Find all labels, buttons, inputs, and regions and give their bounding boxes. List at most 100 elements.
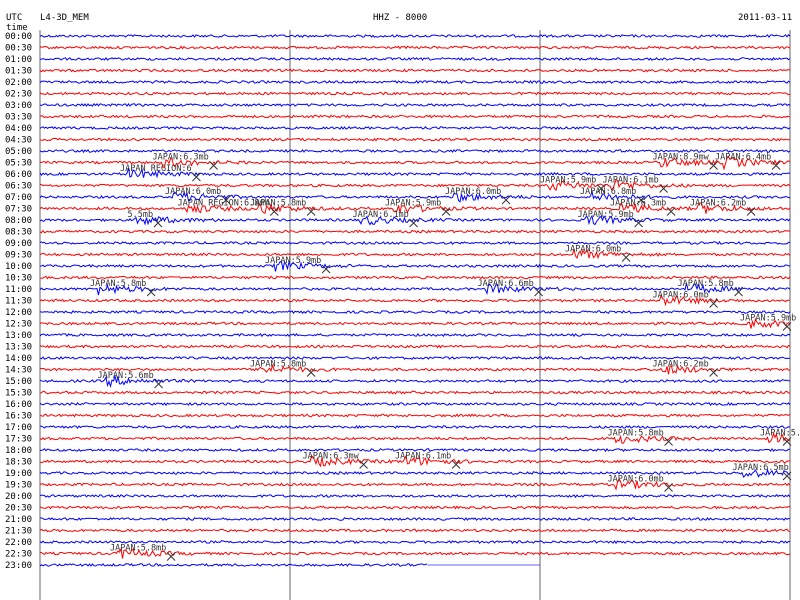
seismic-trace xyxy=(39,68,791,73)
event-marker xyxy=(666,207,676,216)
event-marker xyxy=(441,207,451,216)
event-marker xyxy=(782,471,792,481)
seismic-trace xyxy=(39,494,791,499)
record-date: 2011-03-11 xyxy=(738,13,793,23)
seismic-trace xyxy=(39,431,790,444)
seismic-trace xyxy=(39,260,791,272)
seismic-trace xyxy=(39,79,791,85)
seismic-trace xyxy=(39,179,791,192)
time-tick-label: 01:30 xyxy=(5,67,32,77)
time-tick-label: 03:00 xyxy=(5,101,32,111)
seismic-trace xyxy=(39,56,791,62)
time-tick-label: 14:30 xyxy=(5,366,32,376)
seismic-trace xyxy=(39,539,791,545)
event-marker xyxy=(782,437,792,446)
time-label: time xyxy=(6,23,28,33)
event-marker xyxy=(146,287,156,297)
event-marker xyxy=(359,460,368,469)
event-label: JAPAN:6.8mb xyxy=(580,187,636,197)
time-tick-label: 19:30 xyxy=(5,481,32,491)
seismic-trace xyxy=(39,155,791,171)
event-marker xyxy=(596,184,606,193)
time-tick-label: 13:30 xyxy=(5,343,32,353)
seismic-trace xyxy=(39,401,791,407)
time-tick-label: 19:00 xyxy=(5,469,32,479)
event-label: JAPAN:5.8mb xyxy=(90,279,146,289)
event-label: JAPAN:6.2mb xyxy=(690,199,746,209)
event-label: JAPAN:5.9mb xyxy=(740,314,796,324)
time-tick-label: 22:00 xyxy=(5,538,32,548)
seismic-trace xyxy=(39,505,791,510)
event-label: JAPAN:5.9mb xyxy=(540,176,596,186)
event-label: JAPAN:6.0mb xyxy=(445,187,501,197)
event-marker xyxy=(534,287,543,297)
event-label: JAPAN:5.9mb xyxy=(578,210,634,220)
seismic-trace xyxy=(39,148,791,154)
event-marker xyxy=(659,184,668,193)
seismic-trace xyxy=(39,317,791,329)
event-marker xyxy=(306,207,316,216)
seismic-trace xyxy=(39,563,428,567)
event-label: JAPAN:6.0mb xyxy=(165,187,221,197)
event-marker xyxy=(664,483,673,492)
event-marker xyxy=(154,379,163,389)
seismic-trace xyxy=(39,137,791,142)
event-label: JAPAN:5.9mb xyxy=(385,199,441,209)
event-marker xyxy=(709,299,718,308)
time-tick-label: 11:00 xyxy=(5,285,32,295)
event-label: JAPAN:6.1mb xyxy=(353,210,409,220)
event-marker xyxy=(621,253,631,262)
seismic-trace xyxy=(39,189,791,203)
time-tick-label: 04:00 xyxy=(5,124,32,134)
event-marker xyxy=(192,172,201,182)
event-label: JAPAN:6.3mb xyxy=(610,199,666,209)
time-tick-label: 08:30 xyxy=(5,228,32,238)
time-tick-label: 10:00 xyxy=(5,262,32,272)
seismic-trace xyxy=(39,126,791,130)
event-label: JAPAN:6.4mb xyxy=(715,153,771,163)
time-tick-label: 15:00 xyxy=(5,377,32,387)
event-marker xyxy=(709,161,718,170)
time-tick-label: 10:30 xyxy=(5,274,32,284)
seismic-trace xyxy=(39,344,791,349)
time-tick-label: 02:00 xyxy=(5,78,32,88)
event-label: JAPAN:6.3mw xyxy=(303,452,360,462)
time-tick-label: 09:30 xyxy=(5,251,32,261)
event-label: JAPAN:6.0mb xyxy=(608,475,664,485)
event-label: JAPAN:5.8mb xyxy=(608,429,664,439)
seismic-trace xyxy=(39,91,790,96)
event-marker xyxy=(501,195,511,205)
event-marker xyxy=(409,218,418,228)
seismic-trace xyxy=(39,202,791,214)
channel-name: HHZ - 8000 xyxy=(373,13,428,23)
seismic-trace xyxy=(39,102,791,107)
time-tick-label: 05:30 xyxy=(5,159,32,169)
time-tick-label: 23:00 xyxy=(5,561,32,571)
event-marker xyxy=(321,264,331,274)
event-label: JAPAN:8.9mw xyxy=(653,153,710,163)
time-tick-label: 05:00 xyxy=(5,147,32,157)
time-tick-label: 15:30 xyxy=(5,389,32,399)
time-tick-label: 08:00 xyxy=(5,216,32,226)
event-label: JAPAN REGION:6.8mb xyxy=(178,199,270,209)
event-label: 5.5mb xyxy=(128,210,154,220)
time-tick-label: 13:00 xyxy=(5,331,32,341)
seismic-trace xyxy=(39,167,791,179)
time-tick-label: 02:30 xyxy=(5,90,32,100)
time-tick-label: 07:30 xyxy=(5,205,32,215)
seismic-trace xyxy=(39,468,791,478)
event-marker xyxy=(221,195,231,205)
time-tick-label: 16:00 xyxy=(5,400,32,410)
seismic-trace xyxy=(39,413,791,418)
seismic-trace xyxy=(39,447,791,453)
seismic-trace xyxy=(39,547,791,559)
seismic-trace xyxy=(39,240,791,245)
seismic-trace xyxy=(39,425,791,430)
time-tick-label: 20:00 xyxy=(5,492,32,502)
seismic-trace xyxy=(39,363,791,375)
event-label: JAPAN:6.2mb xyxy=(653,360,709,370)
seismic-trace xyxy=(39,248,791,260)
seismic-trace xyxy=(39,477,791,491)
event-label: JAPAN:5.6mb xyxy=(98,371,154,381)
event-marker xyxy=(209,161,218,170)
